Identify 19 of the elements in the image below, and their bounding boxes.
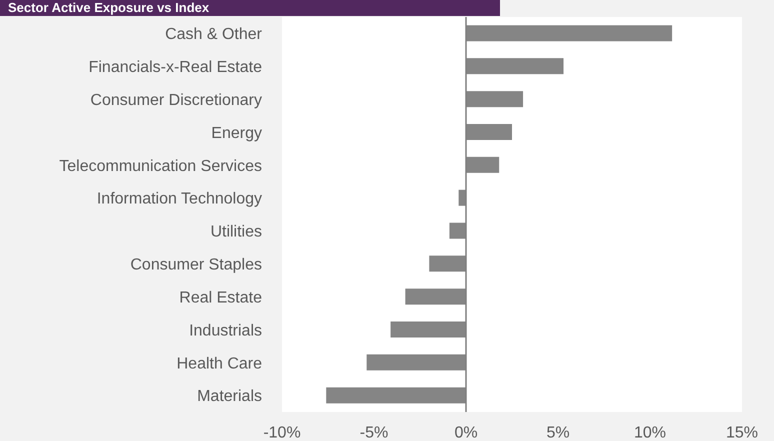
x-tick-label: 15% <box>726 424 758 441</box>
y-tick-label: Consumer Staples <box>130 256 262 274</box>
y-tick-label: Telecommunication Services <box>59 158 262 175</box>
x-tick-label: 10% <box>634 424 666 441</box>
y-tick-label: Materials <box>197 388 262 406</box>
y-tick-label: Consumer Discretionary <box>90 92 262 109</box>
y-tick-label: Industrials <box>189 322 262 340</box>
y-tick-label: Energy <box>211 124 262 142</box>
text: Sector Active Exposure vs Index <box>0 0 500 16</box>
x-tick-label: -5% <box>360 424 388 441</box>
y-tick-label: Real Estate <box>179 289 262 306</box>
y-tick-label: Financials-x-Real Estate <box>88 59 262 76</box>
x-tick-label: 0% <box>454 424 478 441</box>
x-tick-label: 5% <box>546 424 570 441</box>
y-tick-label: Health Care <box>176 355 262 372</box>
y-tick-label: Utilities <box>210 224 262 241</box>
x-tick-label: -10% <box>263 424 301 441</box>
y-tick-label: Cash & Other <box>165 26 263 44</box>
y-tick-label: Information Technology <box>96 190 262 208</box>
